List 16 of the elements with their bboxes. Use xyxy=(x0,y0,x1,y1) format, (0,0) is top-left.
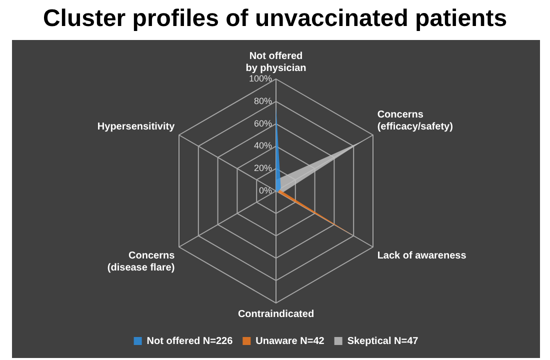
y-tick-label: 0% xyxy=(258,185,272,196)
y-tick-label: 80% xyxy=(254,96,272,106)
y-tick-label: 60% xyxy=(254,118,272,128)
y-tick-label: 20% xyxy=(254,163,272,174)
y-tick-label: 40% xyxy=(254,140,272,151)
y-tick-label: 100% xyxy=(248,73,272,84)
legend-label: Not offered N=226 xyxy=(146,336,234,347)
legend-label: Skeptical N=47 xyxy=(347,336,419,347)
spoke-label: Concerns (efficacy/safety) xyxy=(377,109,453,132)
spoke-label: Hypersensitivity xyxy=(97,121,176,132)
chart-title: Cluster profiles of unvaccinated patients xyxy=(42,4,508,34)
spoke-label: Not offered by physician xyxy=(246,50,306,74)
legend-label: Unaware N=42 xyxy=(256,336,325,347)
spoke-label: Lack of awareness xyxy=(377,250,467,262)
spoke-label: Concerns (disease flare) xyxy=(107,250,176,274)
spoke-label: Contraindicated xyxy=(238,308,314,320)
